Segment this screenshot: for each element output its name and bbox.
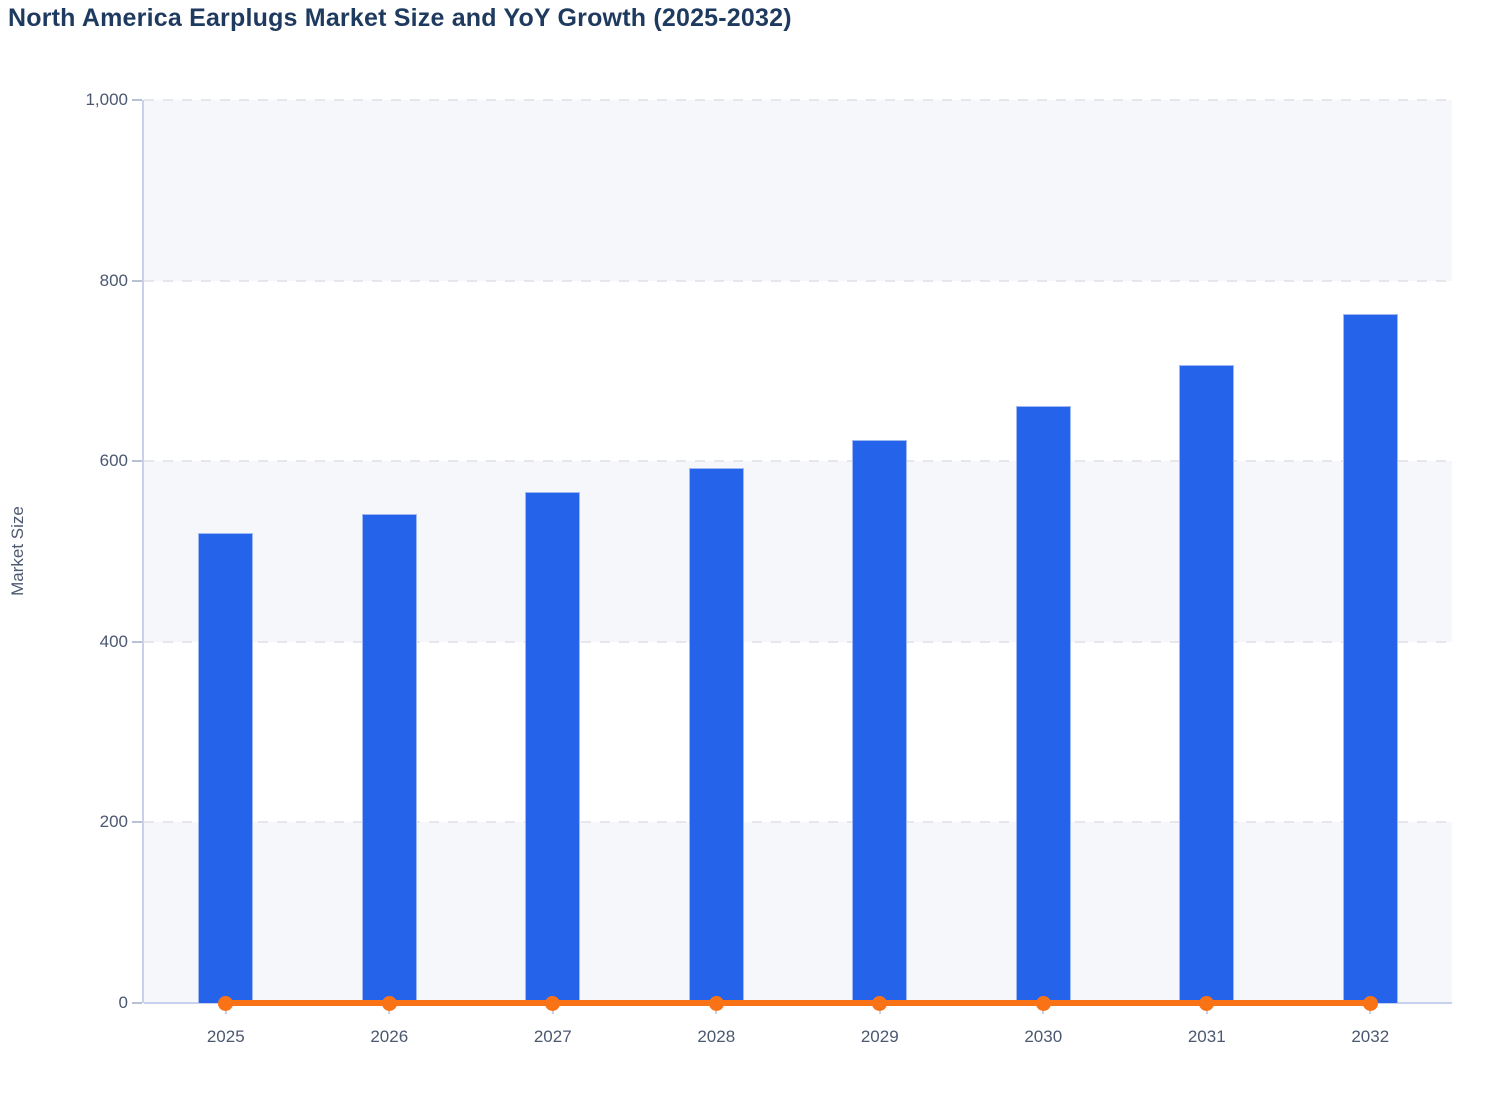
y-axis-line <box>142 100 144 1003</box>
bar-2026[interactable] <box>361 514 417 1003</box>
y-tick-mark <box>132 279 142 282</box>
yoy-line-segment <box>552 1000 717 1006</box>
x-tick-label: 2026 <box>370 1027 409 1046</box>
y-axis-title: Market Size <box>8 506 27 596</box>
yoy-marker-2030[interactable] <box>1035 995 1051 1011</box>
yoy-line-segment <box>716 1000 880 1006</box>
gridline <box>144 640 1452 643</box>
plot-band <box>144 461 1452 642</box>
bar-2028[interactable] <box>688 467 744 1003</box>
yoy-line-segment <box>225 1000 390 1006</box>
chart-title: North America Earplugs Market Size and Y… <box>8 4 792 32</box>
y-tick-label: 0 <box>118 993 128 1012</box>
gridline <box>144 99 1452 101</box>
gridline <box>144 460 1452 463</box>
y-tick-label: 200 <box>99 812 128 832</box>
bar-2031[interactable] <box>1179 364 1235 1003</box>
yoy-marker-2029[interactable] <box>872 995 888 1011</box>
yoy-line-segment <box>1043 1000 1207 1006</box>
gridline <box>144 821 1452 824</box>
gridline <box>144 279 1452 282</box>
yoy-marker-2026[interactable] <box>381 995 397 1011</box>
bar-2029[interactable] <box>852 439 908 1003</box>
yoy-marker-2031[interactable] <box>1199 995 1215 1011</box>
y-tick-mark <box>132 640 142 643</box>
y-tick-mark <box>132 460 142 463</box>
y-tick-label: 600 <box>99 451 128 471</box>
yoy-line-segment <box>1206 1000 1371 1006</box>
x-tick-label: 2031 <box>1187 1027 1226 1046</box>
y-tick-label: 400 <box>99 631 128 651</box>
yoy-line-segment <box>879 1000 1044 1006</box>
bar-2030[interactable] <box>1015 406 1071 1003</box>
bar-2032[interactable] <box>1342 314 1398 1003</box>
yoy-marker-2032[interactable] <box>1362 995 1378 1011</box>
y-tick-label: 1,000 <box>85 90 128 109</box>
yoy-marker-2028[interactable] <box>708 995 724 1011</box>
plot-band <box>144 822 1452 1003</box>
bar-2025[interactable] <box>198 533 254 1003</box>
y-tick-mark <box>132 1002 142 1004</box>
x-tick-label: 2027 <box>533 1027 572 1046</box>
y-tick-mark <box>132 821 142 824</box>
x-tick-label: 2030 <box>1024 1027 1063 1046</box>
yoy-marker-2027[interactable] <box>545 995 561 1011</box>
x-tick-label: 2032 <box>1351 1027 1390 1046</box>
bar-2027[interactable] <box>525 491 581 1003</box>
yoy-line-segment <box>389 1000 553 1006</box>
y-tick-label: 800 <box>99 270 128 290</box>
yoy-marker-2025[interactable] <box>218 995 234 1011</box>
x-tick-label: 2028 <box>697 1027 736 1046</box>
y-tick-mark <box>132 99 142 101</box>
x-tick-label: 2025 <box>206 1027 245 1046</box>
plot-band <box>144 100 1452 281</box>
x-tick-label: 2029 <box>860 1027 899 1046</box>
